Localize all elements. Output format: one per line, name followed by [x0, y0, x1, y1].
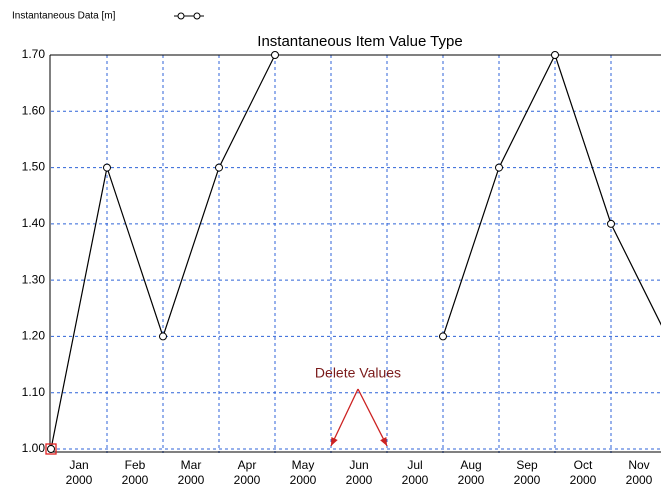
legend-label: Instantaneous Data [m]	[12, 11, 116, 22]
x-tick-label: Jun 2000	[345, 458, 373, 487]
legend-symbol	[193, 12, 201, 20]
y-tick-label: 1.10	[22, 385, 46, 399]
x-tick-label: Jul 2000	[401, 458, 429, 487]
chart-title: Instantaneous Item Value Type	[257, 33, 462, 50]
annotation-arrow	[330, 388, 359, 447]
data-point	[159, 332, 167, 341]
data-point	[103, 163, 111, 172]
annotation: Delete Values	[315, 365, 401, 381]
selection-box	[45, 443, 57, 455]
data-point	[607, 219, 615, 228]
y-tick-label: 1.50	[22, 160, 46, 174]
x-tick-label: Oct 2000	[569, 458, 597, 487]
x-tick-label: Aug 2000	[457, 458, 485, 487]
x-tick-label: May 2000	[289, 458, 317, 487]
data-point	[495, 163, 503, 172]
annotation-arrowhead	[331, 437, 338, 446]
x-tick-label: Feb 2000	[121, 458, 149, 487]
data-point	[439, 332, 447, 341]
y-tick-label: 1.60	[22, 103, 46, 117]
x-tick-label: Apr 2000	[233, 458, 261, 487]
data-point	[271, 51, 279, 59]
data-point	[215, 163, 223, 172]
y-tick-label: 1.20	[22, 329, 46, 343]
y-tick-label: 1.00	[22, 441, 46, 455]
series-line	[50, 54, 276, 450]
legend-symbol	[177, 12, 185, 20]
series-line	[442, 53, 661, 337]
x-tick-label: Mar 2000	[177, 458, 205, 487]
data-point	[47, 445, 55, 453]
y-tick-label: 1.70	[22, 47, 46, 61]
x-tick-label: Sep 2000	[513, 458, 541, 487]
data-point	[551, 51, 559, 59]
y-tick-label: 1.40	[22, 216, 46, 230]
x-tick-label: Jan 2000	[65, 458, 93, 487]
annotation-arrow	[357, 388, 388, 447]
annotation-arrowhead	[380, 437, 387, 446]
x-tick-label: Nov 2000	[625, 458, 653, 487]
y-tick-label: 1.30	[22, 272, 46, 286]
